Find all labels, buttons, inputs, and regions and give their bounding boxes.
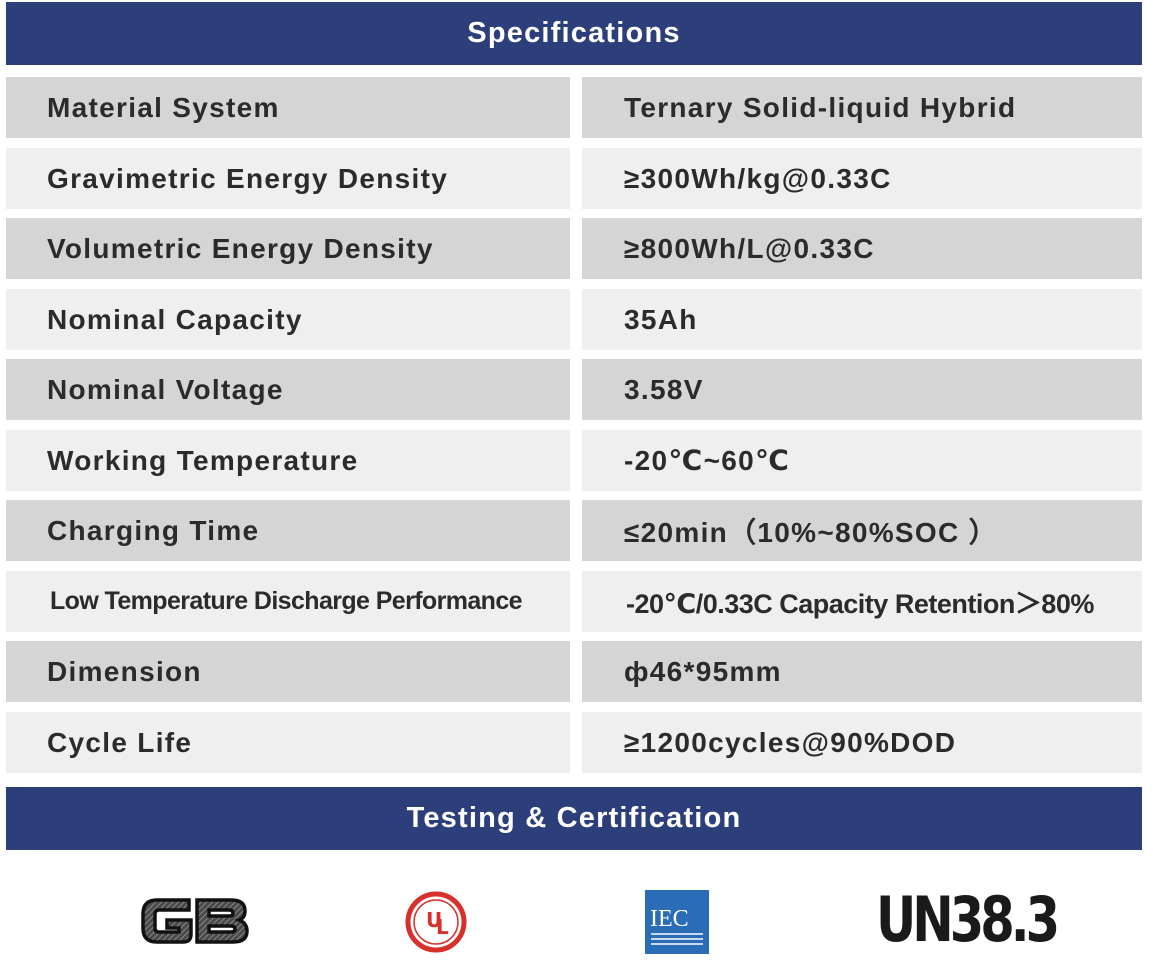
testing-certification-title: Testing & Certification	[406, 802, 742, 834]
svg-text:IEC: IEC	[650, 906, 689, 932]
specifications-banner: Specifications	[6, 2, 1142, 65]
spec-row-nominal-capacity: Nominal Capacity 35Ah	[0, 289, 1153, 350]
spec-label: Gravimetric Energy Density	[6, 148, 570, 209]
spec-value: ≥1200cycles@90%DOD	[582, 712, 1142, 773]
spec-label: Cycle Life	[6, 712, 570, 773]
spec-row-material-system: Material System Ternary Solid-liquid Hyb…	[0, 77, 1153, 138]
svg-text:L: L	[436, 915, 449, 939]
spec-label: Charging Time	[6, 500, 570, 561]
spec-value: -20℃/0.33C Capacity Retention＞80%	[582, 571, 1142, 632]
spec-row-cycle-life: Cycle Life ≥1200cycles@90%DOD	[0, 712, 1153, 773]
specifications-title: Specifications	[467, 17, 681, 49]
spec-label: Working Temperature	[6, 430, 570, 491]
testing-certification-banner: Testing & Certification	[6, 787, 1142, 850]
spec-row-low-temperature-discharge: Low Temperature Discharge Performance -2…	[0, 571, 1153, 632]
spec-row-dimension: Dimension ф46*95mm	[0, 641, 1153, 702]
spec-label: Nominal Voltage	[6, 359, 570, 420]
spec-value: ≤20min（10%~80%SOC ）	[582, 500, 1142, 561]
spec-label: Low Temperature Discharge Performance	[6, 571, 570, 632]
spec-row-volumetric-energy-density: Volumetric Energy Density ≥800Wh/L@0.33C	[0, 218, 1153, 279]
spec-value: 3.58V	[582, 359, 1142, 420]
svg-text:U: U	[426, 908, 442, 932]
iec-logo: IEC	[645, 890, 709, 954]
gb-logo	[141, 898, 249, 944]
spec-row-working-temperature: Working Temperature -20℃~60℃	[0, 430, 1153, 491]
spec-row-gravimetric-energy-density: Gravimetric Energy Density ≥300Wh/kg@0.3…	[0, 148, 1153, 209]
spec-label: Dimension	[6, 641, 570, 702]
spec-label: Material System	[6, 77, 570, 138]
spec-value: ≥800Wh/L@0.33C	[582, 218, 1142, 279]
spec-row-nominal-voltage: Nominal Voltage 3.58V	[0, 359, 1153, 420]
certification-logos: U L IEC UN38.3	[0, 880, 1153, 970]
spec-label: Volumetric Energy Density	[6, 218, 570, 279]
spec-label: Nominal Capacity	[6, 289, 570, 350]
spec-value: -20℃~60℃	[582, 430, 1142, 491]
spec-value: ≥300Wh/kg@0.33C	[582, 148, 1142, 209]
spec-value: 35Ah	[582, 289, 1142, 350]
ul-logo: U L	[405, 891, 467, 953]
spec-value: Ternary Solid-liquid Hybrid	[582, 77, 1142, 138]
un383-logo: UN38.3	[876, 883, 1060, 956]
spec-value: ф46*95mm	[582, 641, 1142, 702]
spec-row-charging-time: Charging Time ≤20min（10%~80%SOC ）	[0, 500, 1153, 561]
